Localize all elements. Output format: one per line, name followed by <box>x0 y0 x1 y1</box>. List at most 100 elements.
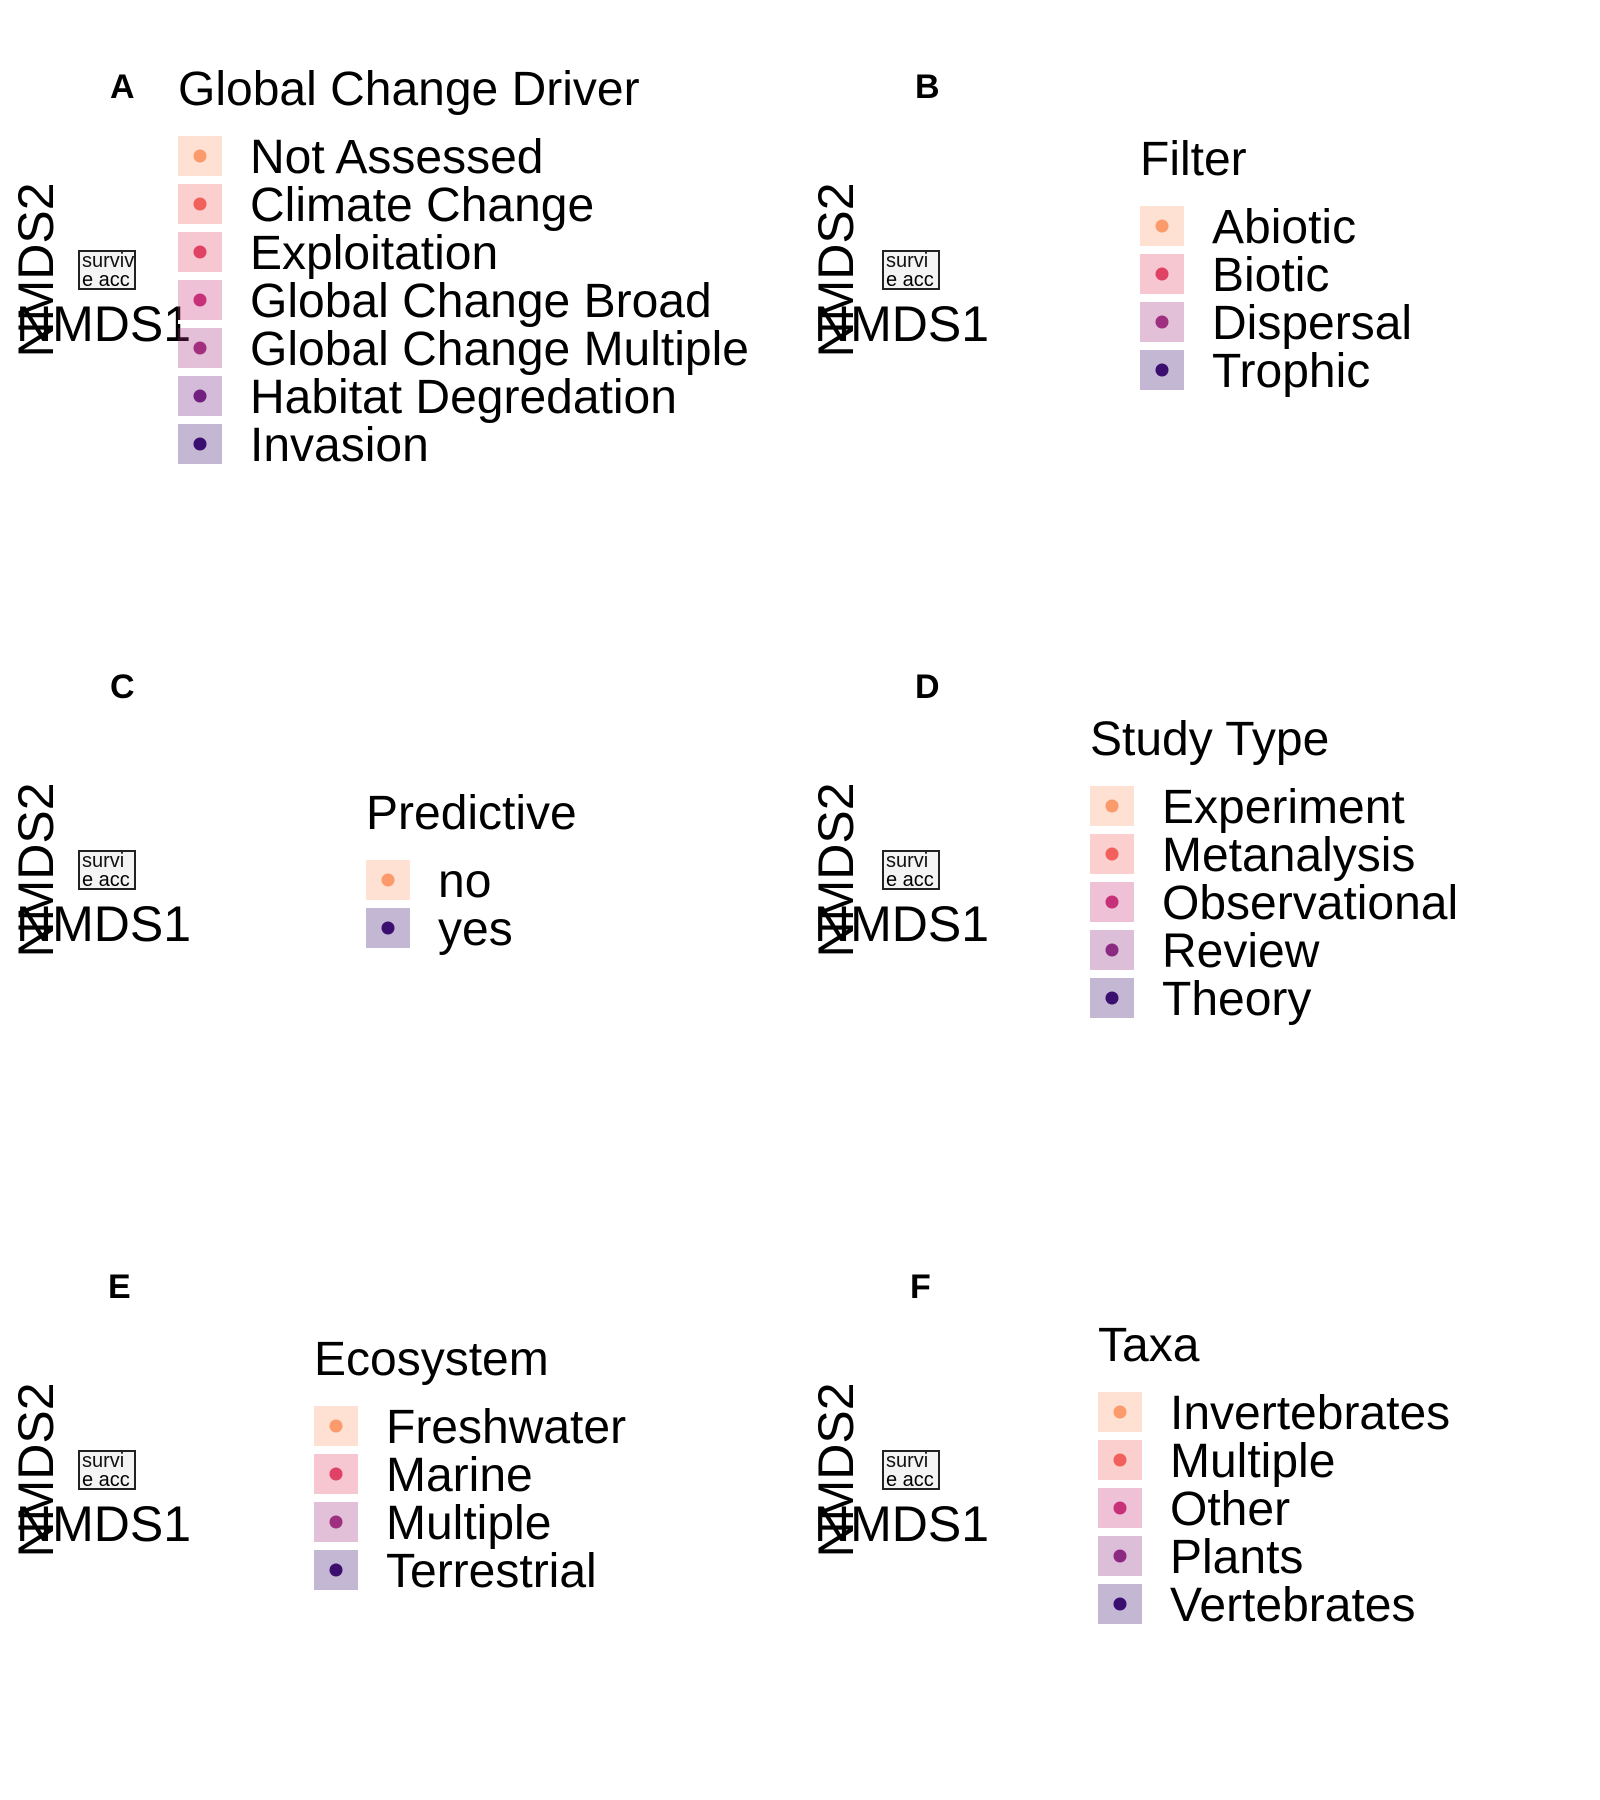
legend-point-icon <box>1105 991 1119 1005</box>
legend-item: Global Change Broad <box>178 278 749 326</box>
panel-letter: B <box>915 68 940 106</box>
legend-item: Invertebrates <box>1098 1390 1450 1438</box>
legend-key <box>1098 1488 1142 1532</box>
legend-point-icon <box>329 1563 343 1577</box>
legend-point-icon <box>1155 363 1169 377</box>
legend-item: Biotic <box>1140 252 1412 300</box>
legend-items: Invertebrates Multiple Other Plants Vertebra… <box>1098 1390 1450 1630</box>
plot-inset-text: e acc <box>886 1469 934 1490</box>
legend-item: Metanalysis <box>1090 832 1458 880</box>
legend-key <box>1140 254 1184 298</box>
legend-point-icon <box>1105 799 1119 813</box>
legend-point-icon <box>193 389 207 403</box>
collapsed-plot-area: survi e acc <box>78 1450 136 1490</box>
panel-f: F NMDS2 survi e acc NMDS1 Taxa Invertebrates Mu… <box>800 1200 1600 1800</box>
collapsed-plot-area: survi e acc <box>882 1450 940 1490</box>
plot-inset-text: surviv <box>82 250 135 272</box>
panel-e: E NMDS2 survi e acc NMDS1 Ecosystem Freshwater… <box>0 1200 800 1800</box>
legend-label: Observational <box>1162 877 1459 930</box>
legend-key <box>366 908 410 952</box>
legend-point-icon <box>193 197 207 211</box>
legend-point-icon <box>1113 1597 1127 1611</box>
legend-item: Vertebrates <box>1098 1582 1450 1630</box>
legend-key <box>1090 786 1134 830</box>
x-axis-label: NMDS1 <box>814 296 990 352</box>
plot-inset-text: survi <box>886 1450 929 1472</box>
legend-item: Multiple <box>314 1500 626 1548</box>
legend-item: Review <box>1090 928 1458 976</box>
legend-item: Other <box>1098 1486 1450 1534</box>
legend-key <box>1098 1536 1142 1580</box>
legend-label: Abiotic <box>1212 201 1357 254</box>
panel-letter: E <box>108 1268 131 1306</box>
legend-item: Not Assessed <box>178 134 749 182</box>
legend-key <box>1098 1440 1142 1484</box>
legend-key <box>314 1406 358 1450</box>
legend-items: Freshwater Marine Multiple Terrestrial <box>314 1404 626 1596</box>
legend-key <box>1090 978 1134 1022</box>
legend-title: Global Change Driver <box>178 63 640 116</box>
legend-label: Terrestrial <box>386 1545 597 1598</box>
legend-point-icon <box>1155 267 1169 281</box>
collapsed-plot-area: survi e acc <box>78 850 136 890</box>
legend-point-icon <box>193 293 207 307</box>
legend-point-icon <box>381 921 395 935</box>
legend-title: Filter <box>1140 133 1247 186</box>
legend-item: Observational <box>1090 880 1458 928</box>
legend-key <box>314 1550 358 1594</box>
legend-point-icon <box>1155 315 1169 329</box>
legend-label: Trophic <box>1212 345 1371 398</box>
legend-key <box>178 136 222 180</box>
legend-label: yes <box>438 903 513 956</box>
panel-c: C NMDS2 survi e acc NMDS1 Predictive no yes <box>0 600 800 1200</box>
plot-inset-text: e acc <box>82 1469 130 1490</box>
plot-inset-text: e acc <box>886 269 934 290</box>
panel-letter: A <box>110 68 135 106</box>
legend-point-icon <box>381 873 395 887</box>
legend-item: Theory <box>1090 976 1458 1024</box>
legend-label: Review <box>1162 925 1320 978</box>
legend-point-icon <box>193 341 207 355</box>
panel-letter: D <box>915 668 940 706</box>
legend-items: no yes <box>366 858 577 954</box>
legend-label: Plants <box>1170 1531 1304 1584</box>
legend-key <box>1098 1584 1142 1628</box>
legend-item: Exploitation <box>178 230 749 278</box>
legend-point-icon <box>1113 1501 1127 1515</box>
legend-key <box>178 328 222 372</box>
legend-point-icon <box>1105 943 1119 957</box>
legend-label: Climate Change <box>250 179 595 232</box>
legend-key <box>1140 206 1184 250</box>
x-axis-label: NMDS1 <box>814 1496 990 1552</box>
legend-label: Theory <box>1162 973 1312 1026</box>
legend-label: Exploitation <box>250 227 499 280</box>
legend-item: Terrestrial <box>314 1548 626 1596</box>
legend-key <box>178 424 222 468</box>
legend-item: Plants <box>1098 1534 1450 1582</box>
legend-label: Invasion <box>250 419 429 472</box>
legend-item: Global Change Multiple <box>178 326 749 374</box>
plot-inset-text: e acc <box>82 269 130 290</box>
legend-item: Climate Change <box>178 182 749 230</box>
legend-item: Invasion <box>178 422 749 470</box>
legend-point-icon <box>329 1467 343 1481</box>
legend-point-icon <box>1105 847 1119 861</box>
panel-a: A NMDS2 surviv e acc NMDS1 Global Change Driv… <box>0 0 800 600</box>
legend-point-icon <box>1113 1405 1127 1419</box>
plot-inset-text: e acc <box>886 869 934 890</box>
legend-label: no <box>438 855 492 908</box>
legend-label: Global Change Multiple <box>250 323 749 376</box>
legend-key <box>314 1454 358 1498</box>
legend-item: Dispersal <box>1140 300 1412 348</box>
legend-point-icon <box>1113 1549 1127 1563</box>
legend-item: yes <box>366 906 577 954</box>
plot-inset-text: survi <box>82 850 125 872</box>
legend-item: Freshwater <box>314 1404 626 1452</box>
legend-label: Global Change Broad <box>250 275 712 328</box>
legend-title: Taxa <box>1098 1319 1200 1372</box>
legend: Filter Abiotic Biotic Dispersal Trophic <box>1140 132 1412 396</box>
x-axis-label: NMDS1 <box>814 896 990 952</box>
legend-label: Biotic <box>1212 249 1330 302</box>
legend-point-icon <box>193 437 207 451</box>
legend-key <box>366 860 410 904</box>
